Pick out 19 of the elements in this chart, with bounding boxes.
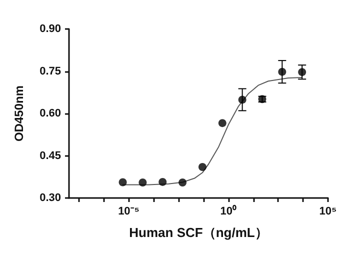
x-tick-label: 10⁰ (220, 204, 237, 218)
y-tick-label: 0.75 (40, 65, 61, 78)
y-tick-label: 0.60 (40, 108, 61, 120)
point (218, 119, 226, 128)
point (138, 178, 147, 187)
y-axis-title: OD450nm (12, 85, 26, 142)
point (298, 68, 306, 76)
point (178, 178, 187, 187)
point (278, 68, 286, 76)
x-tick-label: 10⁵ (319, 206, 337, 218)
point (118, 178, 127, 186)
y-tick-label: 0.90 (40, 23, 61, 35)
point (198, 163, 206, 172)
y-tick-label: 0.45 (40, 150, 61, 162)
point (158, 178, 167, 186)
y-tick-label: 0.30 (40, 192, 61, 204)
x-axis-title: Human SCF（ng/mL） (129, 225, 268, 240)
point (238, 96, 246, 104)
x-tick-label: 10⁻⁵ (118, 206, 140, 218)
